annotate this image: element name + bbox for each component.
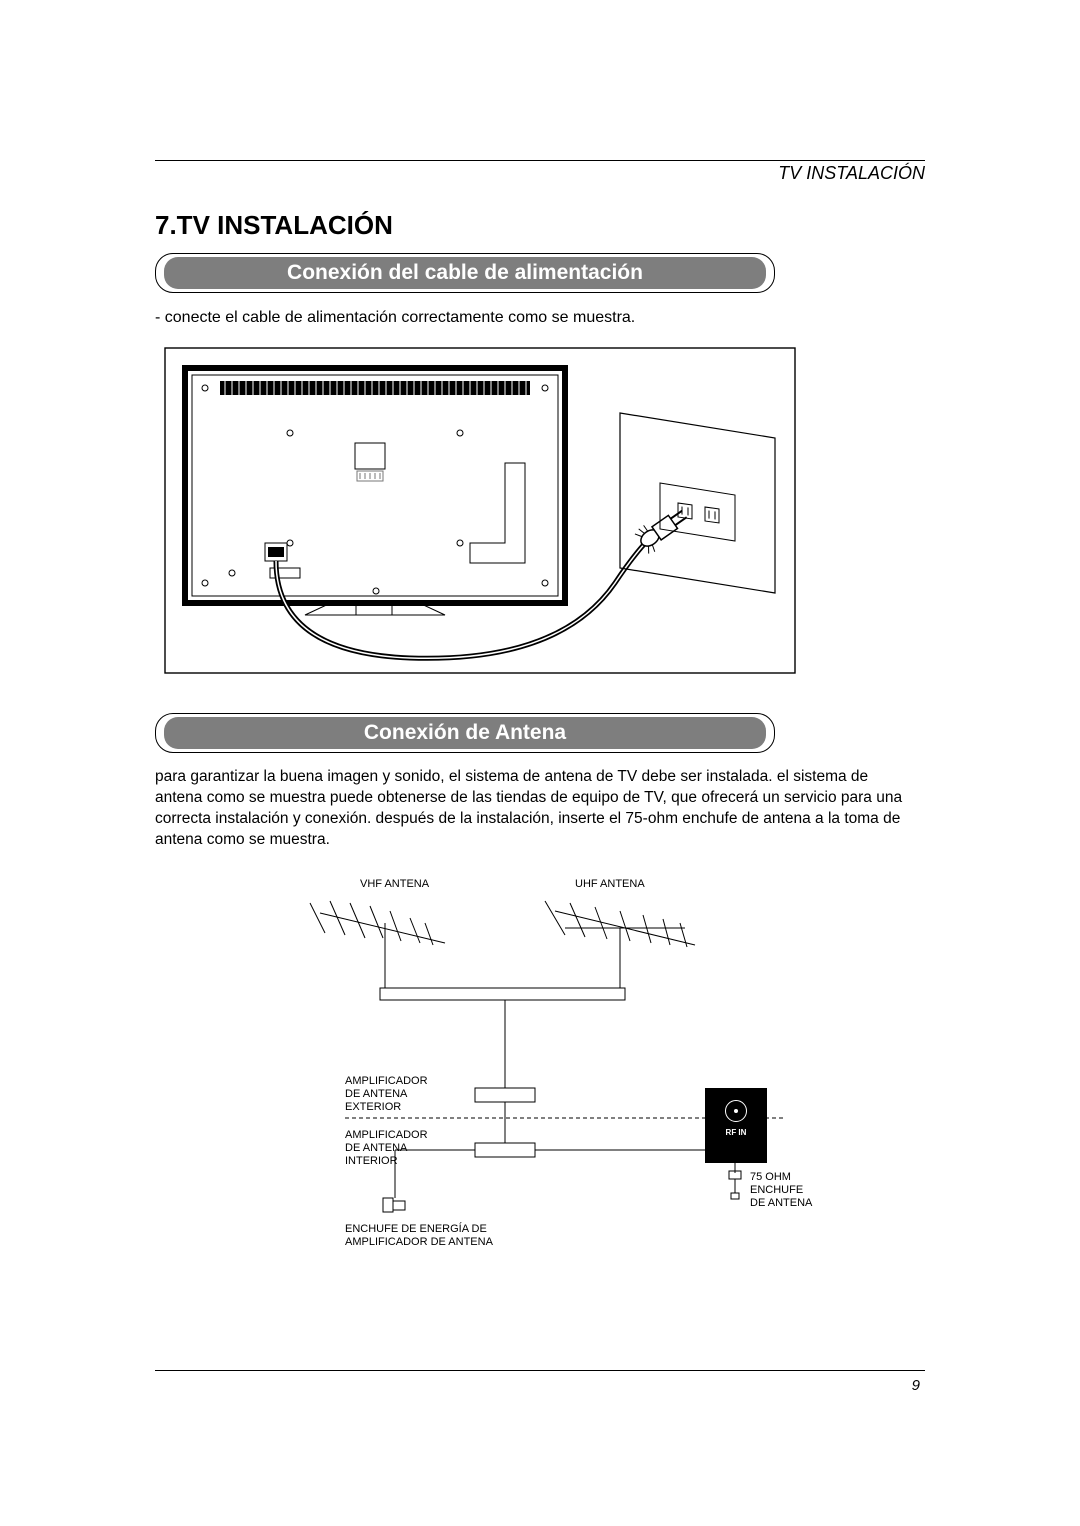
amp-int-l1: AMPLIFICADOR bbox=[345, 1129, 428, 1141]
ohm-label: 75 OHM ENCHUFE DE ANTENA bbox=[750, 1171, 812, 1211]
amp-ext-l1: AMPLIFICADOR bbox=[345, 1075, 428, 1087]
amp-ext-l3: EXTERIOR bbox=[345, 1101, 401, 1113]
rf-in-text: RF IN bbox=[705, 1128, 767, 1137]
power-instruction: - conecte el cable de alimentación corre… bbox=[155, 307, 925, 329]
rf-connector-icon bbox=[725, 1100, 747, 1122]
amp-int-l3: INTERIOR bbox=[345, 1155, 398, 1167]
power-diagram bbox=[160, 343, 800, 678]
rf-in-box: RF IN bbox=[705, 1088, 767, 1163]
ohm-l1: 75 OHM bbox=[750, 1171, 791, 1183]
pill-text-power: Conexión del cable de alimentación bbox=[287, 261, 643, 284]
uhf-label: UHF ANTENA bbox=[575, 878, 645, 891]
amp-exterior-label: AMPLIFICADOR DE ANTENA EXTERIOR bbox=[345, 1075, 428, 1115]
running-header: TV INSTALACIÓN bbox=[155, 163, 925, 184]
amp-int-l2: DE ANTENA bbox=[345, 1142, 407, 1154]
power-plug-l1: ENCHUFE DE ENERGÍA DE bbox=[345, 1223, 487, 1235]
page-content: TV INSTALACIÓN 7.TV INSTALACIÓN Conexión… bbox=[155, 160, 925, 1283]
pill-header-power: Conexión del cable de alimentación bbox=[155, 253, 775, 293]
amp-interior-label: AMPLIFICADOR DE ANTENA INTERIOR bbox=[345, 1129, 428, 1169]
vhf-label: VHF ANTENA bbox=[360, 878, 429, 891]
pill-header-antenna: Conexión de Antena bbox=[155, 713, 775, 753]
page-number: 9 bbox=[912, 1377, 920, 1394]
power-plug-label: ENCHUFE DE ENERGÍA DE AMPLIFICADOR DE AN… bbox=[345, 1223, 493, 1249]
ohm-l3: DE ANTENA bbox=[750, 1197, 812, 1209]
pill-text-antenna: Conexión de Antena bbox=[364, 721, 566, 744]
ohm-l2: ENCHUFE bbox=[750, 1184, 803, 1196]
amp-ext-l2: DE ANTENA bbox=[345, 1088, 407, 1100]
antenna-instruction: para garantizar la buena imagen y sonido… bbox=[155, 767, 915, 851]
header-rule bbox=[155, 160, 925, 161]
section-title: 7.TV INSTALACIÓN bbox=[155, 210, 925, 241]
power-plug-l2: AMPLIFICADOR DE ANTENA bbox=[345, 1236, 493, 1248]
antenna-diagram: VHF ANTENA UHF ANTENA AMPLIFICADOR DE AN… bbox=[225, 873, 865, 1283]
footer-rule bbox=[155, 1370, 925, 1371]
